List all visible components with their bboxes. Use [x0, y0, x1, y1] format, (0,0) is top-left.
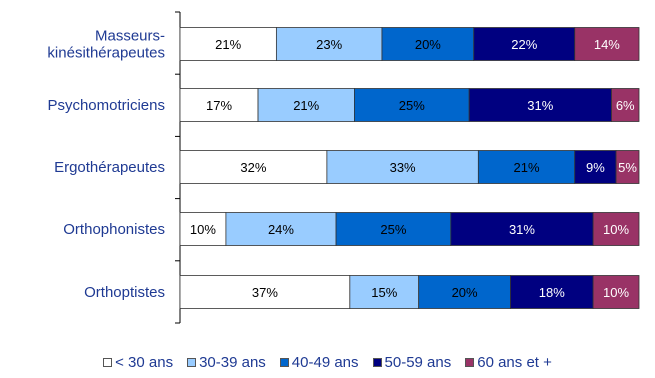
category-label-line: Masseurs- [95, 28, 165, 45]
bar-segment [574, 150, 617, 184]
bar-segment [179, 88, 259, 122]
legend-label: 60 ans et + [477, 353, 552, 371]
legend-label: 50-59 ans [384, 353, 452, 371]
legend-item: 50-59 ans [372, 353, 452, 371]
category-label-line: Ergothérapeutes [54, 159, 165, 176]
data-label: 25% [399, 98, 425, 113]
category-label-line: kinésithérapeutes [47, 45, 165, 62]
bar-segment [381, 27, 475, 61]
data-label: 22% [511, 37, 537, 52]
legend-swatch [279, 357, 289, 367]
legend-item: 40-49 ans [279, 353, 359, 371]
data-label: 32% [240, 160, 266, 175]
category-label: Orthophonistes [63, 221, 165, 238]
legend-swatch [372, 357, 382, 367]
data-label: 20% [415, 37, 441, 52]
legend-label: 30-39 ans [199, 353, 266, 371]
bar-segment [450, 212, 594, 246]
data-label: 24% [268, 222, 294, 237]
data-label: 23% [316, 37, 342, 52]
bar-segment [574, 27, 640, 61]
data-label: 31% [509, 222, 535, 237]
category-label: Ergothérapeutes [54, 159, 165, 176]
data-label: 21% [215, 37, 241, 52]
data-label: 20% [452, 285, 478, 300]
data-label: 17% [206, 98, 232, 113]
data-label: 10% [603, 222, 629, 237]
stacked-bar-chart: Masseurs-kinésithérapeutes Psychomotricie… [47, 11, 640, 324]
bar-segment [179, 275, 351, 309]
bar-segment [473, 27, 576, 61]
data-label: 33% [390, 160, 416, 175]
legend: < 30 ans 30-39 ans 40-49 ans 50-59 ans 60 an… [0, 350, 655, 374]
category-label-line: Orthophonistes [63, 221, 165, 238]
bar-segment [615, 150, 640, 184]
bar-segment [179, 212, 227, 246]
bar-segment [468, 88, 612, 122]
data-label: 25% [380, 222, 406, 237]
data-label: 14% [594, 37, 620, 52]
bar-segment [179, 150, 328, 184]
legend-item: 60 ans et + [465, 354, 552, 371]
bar-segment [592, 275, 640, 309]
legend-label: < 30 ans [115, 353, 174, 371]
data-label: 15% [371, 285, 397, 300]
data-label: 18% [539, 285, 565, 300]
legend-swatch [465, 357, 475, 367]
category-labels: Masseurs-kinésithérapeutes Psychomotricie… [47, 28, 165, 302]
legend-item: 30-39 ans [187, 354, 266, 371]
data-label: 37% [252, 285, 278, 300]
category-label: Masseurs-kinésithérapeutes [47, 28, 165, 62]
data-label: 10% [603, 285, 629, 300]
bar-segment [275, 27, 383, 61]
data-label: 21% [514, 160, 540, 175]
data-label: 21% [293, 98, 319, 113]
bar-segment [179, 27, 277, 61]
bar-segment [335, 212, 452, 246]
data-label: 5% [618, 160, 637, 175]
legend-item: < 30 ans [103, 354, 173, 371]
category-label: Psychomotriciens [47, 97, 165, 114]
category-label: Orthoptistes [84, 284, 165, 301]
category-label-line: Orthoptistes [84, 284, 165, 301]
legend-swatch [103, 357, 113, 367]
bar-segment [349, 275, 420, 309]
data-label: 31% [527, 98, 553, 113]
bar-segment [592, 212, 640, 246]
data-label: 9% [586, 160, 605, 175]
category-axis [175, 11, 181, 324]
category-label-line: Psychomotriciens [47, 97, 165, 114]
data-label: 10% [190, 222, 216, 237]
legend-label: 40-49 ans [291, 353, 359, 371]
bar-segment [611, 88, 640, 122]
bar-segment [510, 275, 594, 309]
bar-segment [477, 150, 576, 184]
bar-segment [326, 150, 479, 184]
data-label: 6% [616, 98, 635, 113]
bar-segment [225, 212, 337, 246]
legend-swatch [187, 357, 197, 367]
bar-segments: 21% 23% 20% 22% 14% 17% 21% 25% 31% 6% 32% 33% 21% 9%… [179, 27, 640, 309]
